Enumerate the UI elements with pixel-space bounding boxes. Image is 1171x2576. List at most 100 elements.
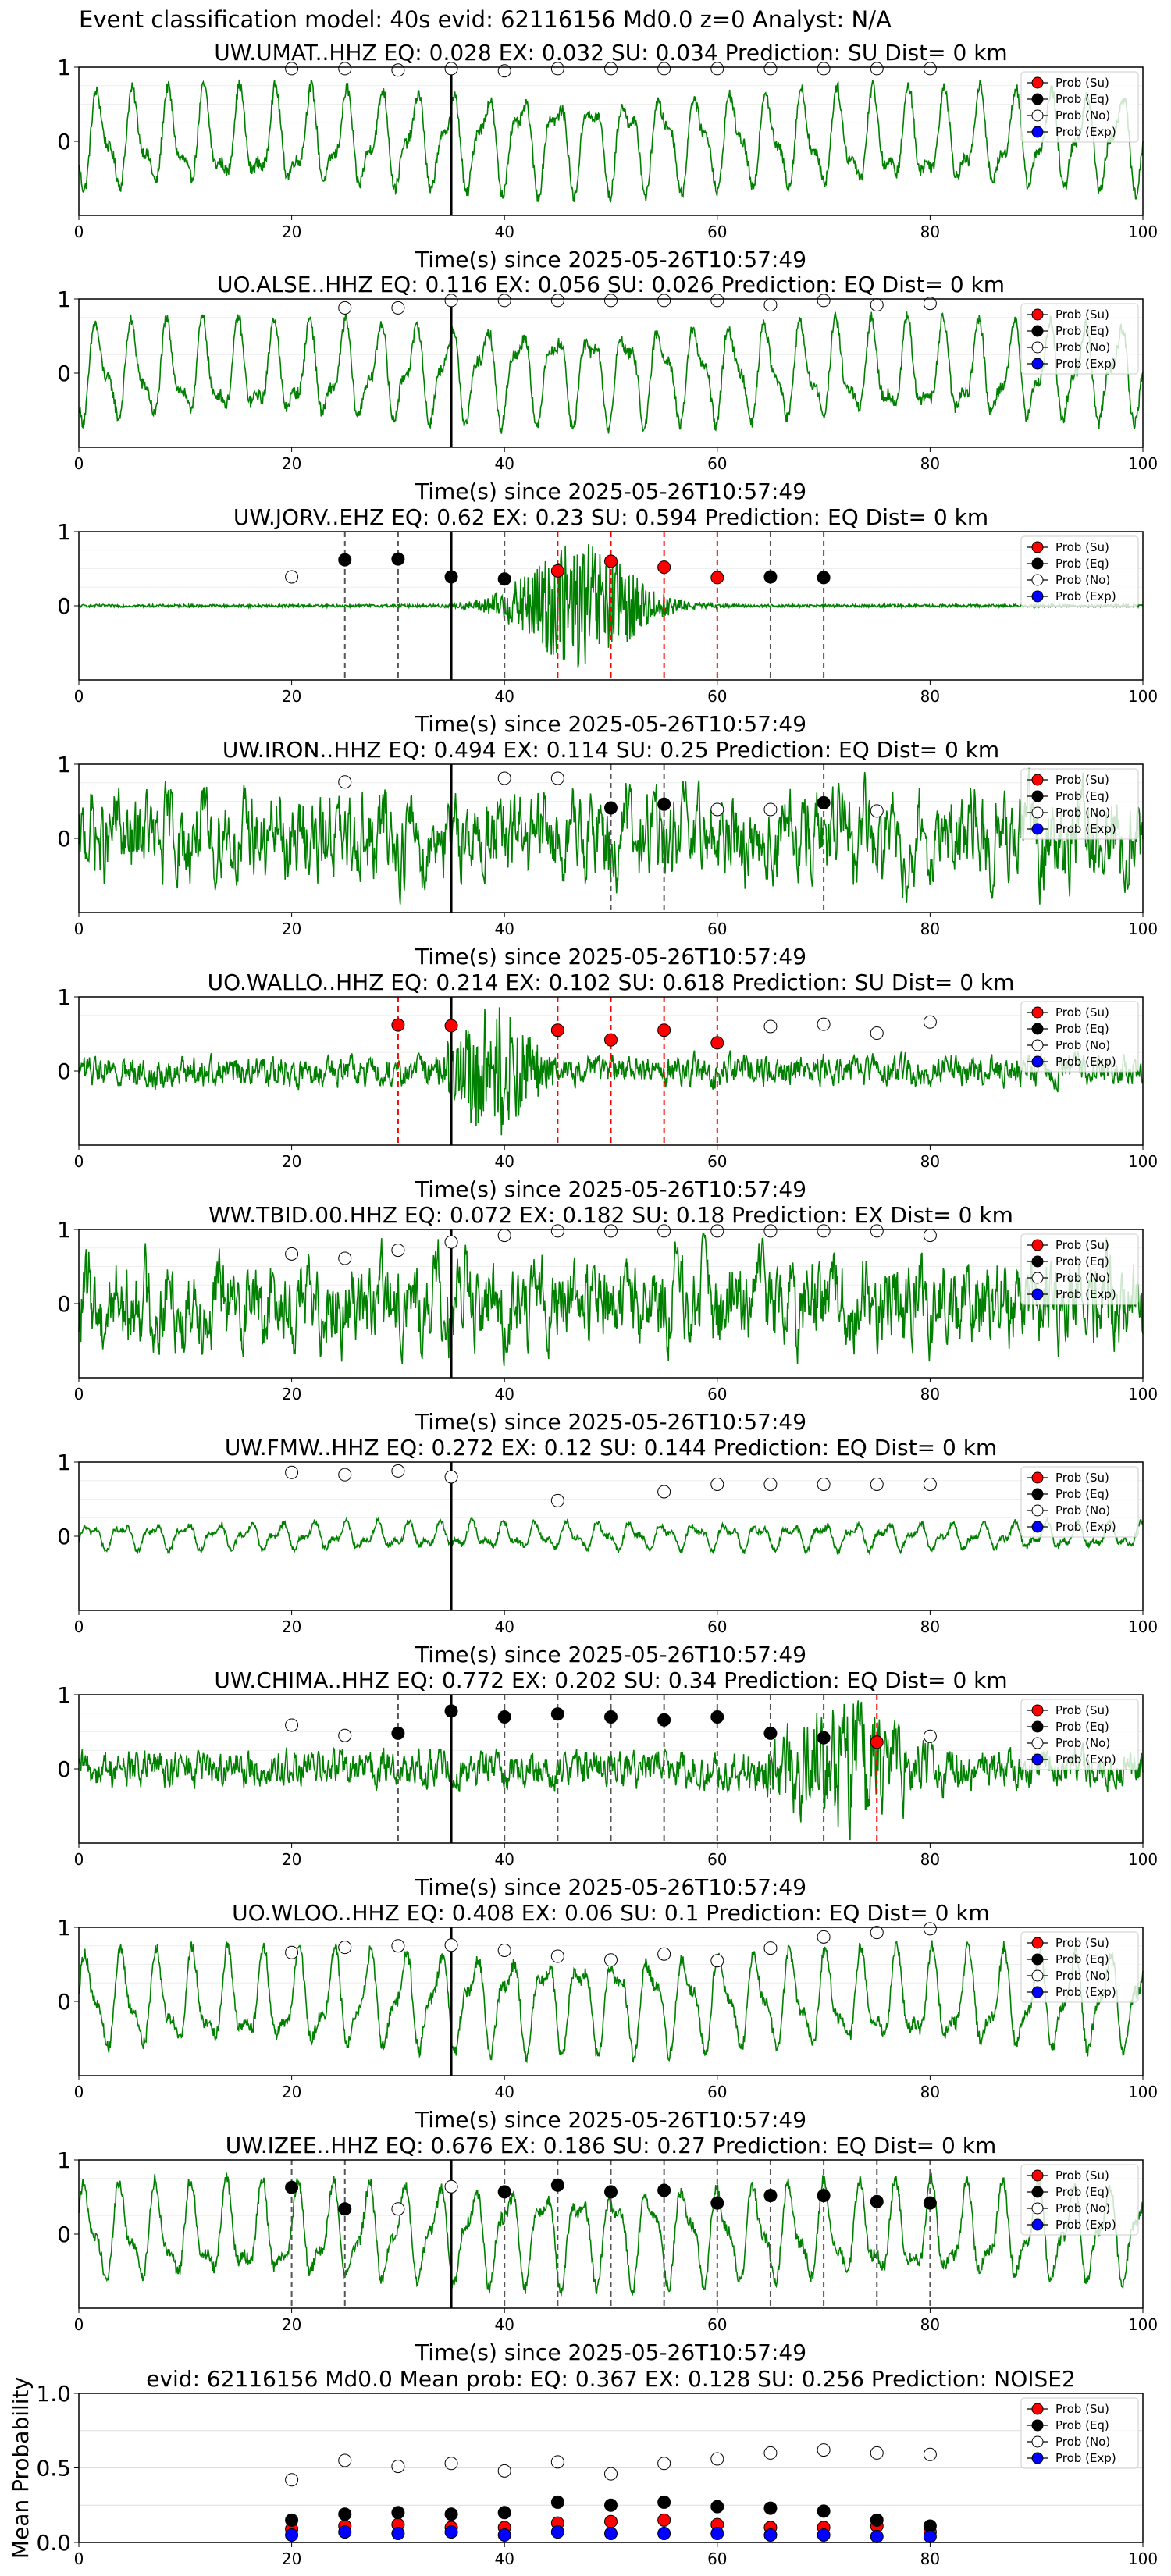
prob-marker-no	[444, 1470, 458, 1484]
x-tick-label: 80	[920, 1152, 940, 1171]
prob-marker-eq	[657, 1713, 671, 1727]
legend-marker	[1031, 790, 1044, 802]
prob-marker-eq	[710, 2196, 724, 2210]
prob-marker-no	[338, 301, 352, 315]
legend-label: Prob (No)	[1055, 806, 1110, 820]
station-panel: UW.IZEE..HHZ EQ: 0.676 EX: 0.186 SU: 0.2…	[57, 2133, 1158, 2365]
prob-marker-no	[710, 294, 724, 308]
mean-marker-exp	[338, 2525, 352, 2539]
mean-marker-eq	[710, 2500, 724, 2514]
axes-frame	[78, 1927, 1144, 2076]
legend: Prob (Su) Prob (Eq) Prob (No) Prob (Exp)	[1020, 1001, 1139, 1073]
mean-marker-no	[923, 2447, 937, 2461]
prob-marker-su	[604, 554, 618, 568]
x-tick-label: 60	[707, 2315, 727, 2334]
prob-marker-no	[870, 62, 884, 76]
prob-marker-no	[817, 1478, 831, 1491]
x-tick-label: 40	[494, 687, 514, 706]
mean-marker-no	[338, 2453, 352, 2467]
mean-marker-exp	[657, 2527, 671, 2541]
x-axis-label: Time(s) since 2025-05-26T10:57:49	[415, 479, 806, 504]
prob-marker-no	[923, 62, 937, 76]
waveform-trace	[78, 2172, 1144, 2297]
prob-marker-no	[763, 1941, 778, 1955]
legend-marker	[1031, 325, 1044, 337]
x-tick-label: 100	[1128, 1385, 1158, 1404]
y-tick-label: 0	[57, 1524, 71, 1550]
x-tick-label: 80	[920, 687, 940, 706]
legend-marker	[1031, 2202, 1044, 2215]
legend-marker	[1031, 1737, 1044, 1749]
prob-marker-no	[497, 294, 511, 308]
prob-marker-eq	[870, 2194, 884, 2208]
x-axis-label: Time(s) since 2025-05-26T10:57:49	[415, 2339, 806, 2365]
x-axis-label: Time(s) since 2025-05-26T10:57:49	[415, 1176, 806, 1202]
mean-marker-no	[870, 2446, 884, 2460]
mean-marker-no	[657, 2457, 671, 2471]
legend-label: Prob (Eq)	[1055, 92, 1109, 106]
y-tick-label: 0	[57, 826, 71, 852]
legend-label: Prob (No)	[1055, 1038, 1110, 1052]
x-tick-label: 40	[494, 2083, 514, 2101]
legend: Prob (Su) Prob (Eq) Prob (No) Prob (Exp)	[1020, 1466, 1139, 1538]
x-tick-label: 80	[920, 2549, 940, 2568]
legend-label: Prob (Exp)	[1055, 1520, 1116, 1534]
prob-marker-eq	[550, 2178, 564, 2192]
legend-label: Prob (No)	[1055, 573, 1110, 587]
prob-marker-eq	[550, 1707, 564, 1721]
x-axis-label: Time(s) since 2025-05-26T10:57:49	[415, 1874, 806, 1900]
legend-label: Prob (No)	[1055, 2201, 1110, 2215]
legend-label: Prob (No)	[1055, 1736, 1110, 1750]
station-panel: UW.FMW..HHZ EQ: 0.272 EX: 0.12 SU: 0.144…	[57, 1435, 1158, 1667]
panel-title: UW.CHIMA..HHZ EQ: 0.772 EX: 0.202 SU: 0.…	[214, 1667, 1007, 1693]
prob-marker-no	[923, 1729, 937, 1743]
legend-label: Prob (Eq)	[1055, 2185, 1109, 2199]
prob-marker-su	[657, 560, 671, 575]
prob-marker-no	[763, 1224, 778, 1238]
legend-marker	[1031, 774, 1044, 786]
x-tick-label: 60	[707, 454, 727, 473]
x-tick-label: 80	[920, 1850, 940, 1869]
legend-marker	[1031, 93, 1044, 105]
prob-marker-no	[923, 1229, 937, 1243]
legend-label: Prob (No)	[1055, 2435, 1110, 2449]
legend-frame	[1020, 2397, 1139, 2469]
station-panel: UW.CHIMA..HHZ EQ: 0.772 EX: 0.202 SU: 0.…	[57, 1667, 1158, 1900]
x-tick-label: 0	[74, 1152, 84, 1171]
station-panel: UW.UMAT..HHZ EQ: 0.028 EX: 0.032 SU: 0.0…	[57, 40, 1158, 272]
x-tick-label: 60	[707, 222, 727, 241]
y-tick-label: 0	[57, 2222, 71, 2247]
prob-marker-no	[497, 1229, 511, 1243]
legend-frame	[1020, 1699, 1139, 1770]
legend-label: Prob (Su)	[1055, 2402, 1109, 2416]
prob-marker-no	[817, 1930, 831, 1944]
legend-label: Prob (Su)	[1055, 1238, 1109, 1252]
prob-marker-eq	[817, 2189, 831, 2203]
prob-marker-no	[391, 1244, 405, 1258]
prob-marker-no	[391, 301, 405, 315]
x-tick-label: 20	[282, 1385, 301, 1404]
prob-marker-no	[870, 1224, 884, 1238]
legend-label: Prob (Eq)	[1055, 789, 1109, 803]
y-tick-label: 0	[57, 361, 71, 386]
mean-marker-eq	[497, 2506, 511, 2520]
x-tick-label: 40	[494, 454, 514, 473]
legend-label: Prob (Su)	[1055, 1471, 1109, 1485]
legend-marker	[1031, 1239, 1044, 1251]
x-axis-label: Time(s) since 2025-05-26T10:57:49	[415, 2107, 806, 2133]
prob-marker-no	[710, 802, 724, 817]
x-tick-label: 20	[282, 1152, 301, 1171]
legend-marker	[1031, 590, 1044, 603]
waveform-trace	[78, 1940, 1144, 2064]
legend: Prob (Su) Prob (Eq) Prob (No) Prob (Exp)	[1020, 2397, 1139, 2469]
x-tick-label: 40	[494, 222, 514, 241]
prob-marker-no	[550, 62, 564, 76]
legend-marker	[1031, 1006, 1044, 1019]
x-tick-label: 100	[1128, 2549, 1158, 2568]
mean-marker-eq	[870, 2513, 884, 2527]
prob-marker-no	[817, 1017, 831, 1031]
y-tick-label: 1	[57, 55, 71, 80]
prob-marker-eq	[604, 801, 618, 815]
y-tick-label: 1	[57, 519, 71, 545]
mean-marker-eq	[657, 2495, 671, 2509]
